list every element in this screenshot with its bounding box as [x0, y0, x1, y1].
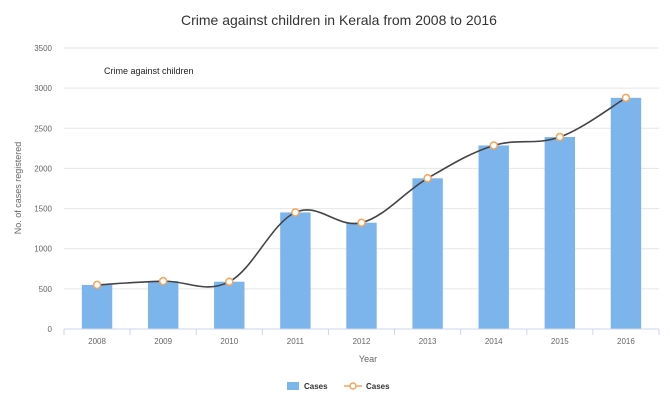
- x-tick-label: 2012: [353, 337, 371, 346]
- y-tick-label: 500: [39, 285, 53, 294]
- line-layer: [92, 93, 631, 290]
- bar-layer: [81, 97, 642, 330]
- bar-2009: [147, 281, 179, 329]
- legend-line-marker: [349, 382, 357, 390]
- y-tick-label: 2500: [34, 124, 52, 133]
- bar-2011: [280, 212, 311, 329]
- bar-2013: [412, 178, 443, 329]
- x-tick-label: 2013: [419, 337, 437, 346]
- x-tick-label: 2011: [287, 337, 305, 346]
- y-tick-label: 1500: [34, 205, 52, 214]
- bar-2008: [81, 284, 113, 329]
- line-point-2015: [555, 132, 565, 142]
- x-tick-label: 2014: [485, 337, 503, 346]
- bar-2015: [544, 137, 576, 329]
- legend: Cases Cases: [287, 382, 390, 391]
- line-point-2011: [291, 208, 300, 217]
- y-tick-label: 3500: [34, 44, 52, 53]
- axis-layer: 0 500 1000 1500 2000 2500 3000 3500 2008 2009 2010…: [34, 44, 660, 346]
- y-axis-label: No. of cases registered: [13, 142, 23, 235]
- legend-bar-label: Cases: [304, 382, 328, 391]
- line-point-2014: [489, 141, 498, 150]
- line-point-2010: [225, 277, 234, 286]
- line-point-2008: [92, 280, 102, 290]
- x-tick-label: 2010: [220, 337, 238, 346]
- legend-line-label: Cases: [366, 382, 390, 391]
- y-tick-label: 0: [48, 325, 53, 334]
- chart-annotation: Crime against children: [104, 66, 194, 76]
- grid-layer: [64, 47, 659, 290]
- x-tick-label: 2015: [551, 337, 569, 346]
- bar-2010: [214, 281, 245, 329]
- bar-2016: [610, 97, 642, 330]
- line-point-2009: [158, 276, 168, 286]
- chart-title: Crime against children in Kerala from 20…: [181, 12, 497, 28]
- legend-bar-swatch: [287, 382, 299, 390]
- y-tick-label: 1000: [34, 245, 52, 254]
- line-point-2012: [357, 218, 366, 227]
- x-tick-label: 2008: [88, 337, 106, 346]
- x-tick-label: 2009: [154, 337, 172, 346]
- line-point-2016: [621, 93, 631, 103]
- bar-2014: [478, 145, 509, 329]
- y-tick-label: 2000: [34, 164, 52, 173]
- line-point-2013: [423, 174, 432, 183]
- y-tick-label: 3000: [34, 84, 52, 93]
- x-axis-label: Year: [359, 354, 377, 364]
- bar-2012: [346, 222, 377, 329]
- x-tick-label: 2016: [617, 337, 635, 346]
